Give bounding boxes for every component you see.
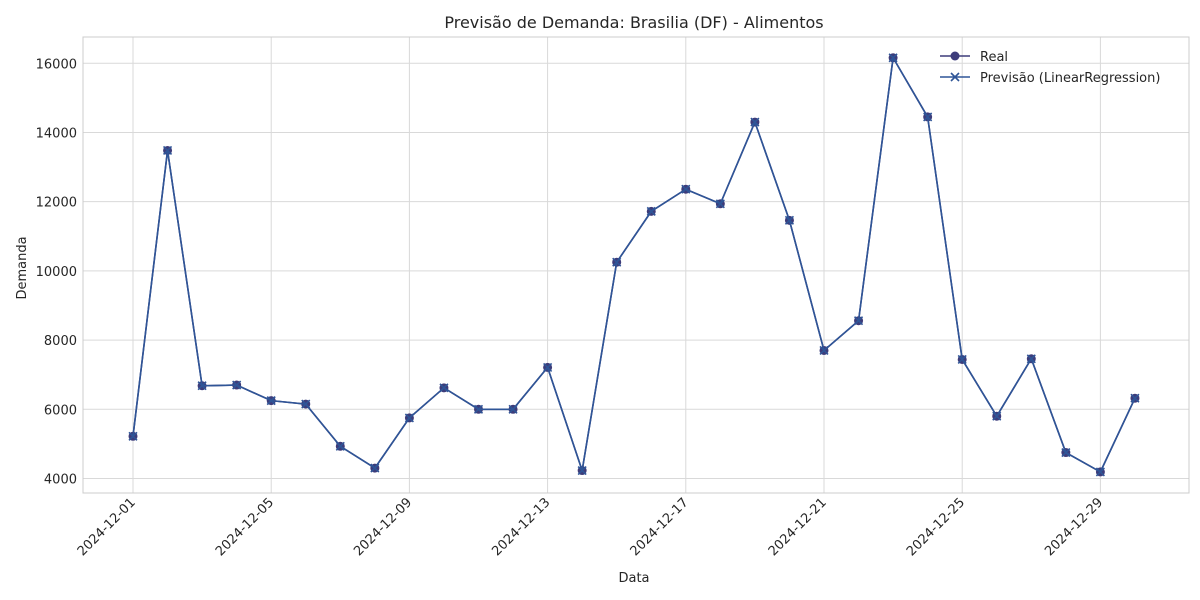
forecast-point [335, 441, 345, 451]
plot-area [82, 36, 1190, 494]
grid [83, 37, 1189, 493]
forecast-point [1026, 354, 1036, 364]
forecast-point [577, 465, 587, 476]
forecast-point [439, 383, 449, 393]
forecast-point [715, 199, 725, 209]
forecast-point [404, 413, 414, 423]
y-tick-label: 4000 [44, 472, 77, 487]
y-axis-label: Demanda [15, 236, 30, 299]
forecast-point [1061, 447, 1071, 458]
forecast-point [128, 431, 138, 441]
forecast-point [197, 381, 207, 391]
forecast-point [784, 215, 795, 225]
x-axis-label: Data [618, 571, 649, 586]
forecast-point [957, 354, 967, 365]
forecast-point [888, 53, 898, 63]
forecast-point [992, 411, 1002, 421]
forecast-point [853, 316, 864, 326]
y-tick-label: 8000 [44, 334, 77, 349]
forecast-point [508, 404, 518, 414]
series-layer [128, 53, 1140, 477]
x-tick-label: 2024-12-17 [628, 495, 692, 559]
forecast-point [232, 380, 242, 390]
y-tick-label: 10000 [36, 265, 77, 280]
forecast-point [370, 463, 380, 473]
y-axis-ticks: 4000 6000 8000 10000 12000 14000 16000 [36, 57, 77, 487]
y-tick-label: 14000 [36, 126, 77, 141]
y-tick-label: 16000 [36, 57, 77, 72]
legend-marker-real [950, 51, 960, 61]
y-tick-label: 6000 [44, 403, 77, 418]
x-axis-ticks: 2024-12-01 2024-12-05 2024-12-09 2024-12-13… [75, 495, 1106, 559]
series-line-1 [132, 55, 1136, 474]
x-tick-label: 2024-12-09 [351, 495, 415, 559]
chart-title: Previsão de Demanda: Brasilia (DF) - Ali… [444, 13, 823, 32]
y-tick-label: 12000 [36, 196, 77, 211]
forecast-point [1130, 393, 1140, 403]
forecast-point [1095, 467, 1105, 477]
series-line-0 [132, 55, 1136, 474]
x-tick-label: 2024-12-01 [75, 495, 139, 559]
x-tick-label: 2024-12-29 [1042, 495, 1106, 559]
forecast-point [612, 257, 622, 267]
x-tick-label: 2024-12-05 [213, 495, 277, 559]
x-tick-label: 2024-12-21 [766, 495, 830, 559]
forecast-point [543, 362, 553, 372]
x-tick-label: 2024-12-13 [489, 495, 553, 559]
forecast-point [819, 345, 829, 356]
forecast-point [473, 404, 484, 414]
forecast-point [923, 112, 933, 122]
forecast-point [681, 184, 691, 194]
forecast-point [162, 145, 173, 156]
x-tick-label: 2024-12-25 [904, 495, 968, 559]
legend: Real Previsão (LinearRegression) [940, 50, 1160, 86]
legend-marker-forecast [950, 72, 960, 82]
forecast-point [266, 396, 276, 406]
forecast-point [750, 117, 760, 127]
legend-label-real: Real [980, 50, 1008, 65]
forecast-point [646, 206, 656, 216]
forecast-point [301, 399, 311, 409]
legend-label-forecast: Previsão (LinearRegression) [980, 71, 1160, 86]
